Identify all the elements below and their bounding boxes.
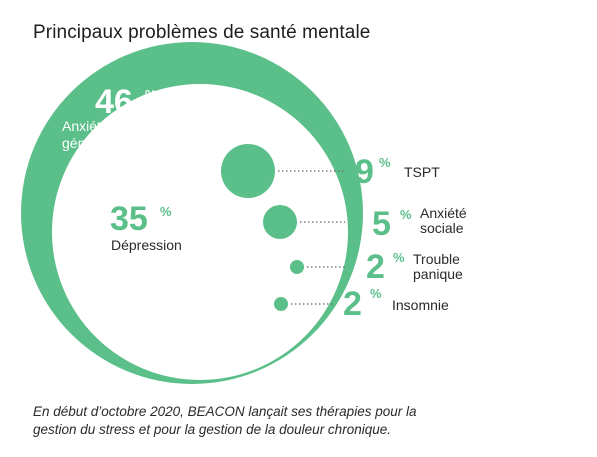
footnote: En début d’octobre 2020, BEACON lançait … (33, 403, 483, 439)
category-label-anxiete-generalisee-line2: généralisée (62, 135, 135, 151)
value-label-depression: 35 (110, 200, 148, 238)
value-label-anxiete-sociale: 5 (372, 205, 391, 243)
bubble-tspt (221, 144, 275, 198)
unit-label-anxiete-sociale: % (400, 207, 412, 222)
footnote-line-2: gestion du stress et pour la gestion de … (33, 422, 391, 437)
category-label-insomnie: Insomnie (392, 297, 449, 313)
value-label-insomnie: 2 (343, 285, 362, 323)
category-label-anxiete-sociale-line2: sociale (420, 220, 464, 236)
category-label-anxiete-generalisee-line1: Anxiété (62, 118, 109, 134)
footnote-line-1: En début d’octobre 2020, BEACON lançait … (33, 404, 417, 419)
bubble-trouble-panique (290, 260, 304, 274)
category-label-trouble-panique-line1: Trouble (413, 251, 460, 267)
category-label-trouble-panique-line2: panique (413, 266, 463, 282)
unit-label-anxiete-generalisee: % (145, 87, 157, 102)
unit-label-insomnie: % (370, 286, 382, 301)
category-label-anxiete-sociale-line1: Anxiété (420, 205, 467, 221)
value-label-anxiete-generalisee: 46 (95, 83, 133, 121)
category-label-depression: Dépression (111, 237, 182, 253)
unit-label-depression: % (160, 204, 172, 219)
unit-label-tspt: % (379, 155, 391, 170)
chart-title: Principaux problèmes de santé mentale (33, 22, 371, 43)
value-label-trouble-panique: 2 (366, 248, 385, 286)
bubble-depression (52, 84, 348, 380)
category-label-tspt: TSPT (404, 164, 440, 180)
bubble-insomnie (274, 297, 288, 311)
value-label-tspt: 9 (355, 153, 374, 191)
bubble-anxiete-sociale (263, 205, 297, 239)
unit-label-trouble-panique: % (393, 250, 405, 265)
